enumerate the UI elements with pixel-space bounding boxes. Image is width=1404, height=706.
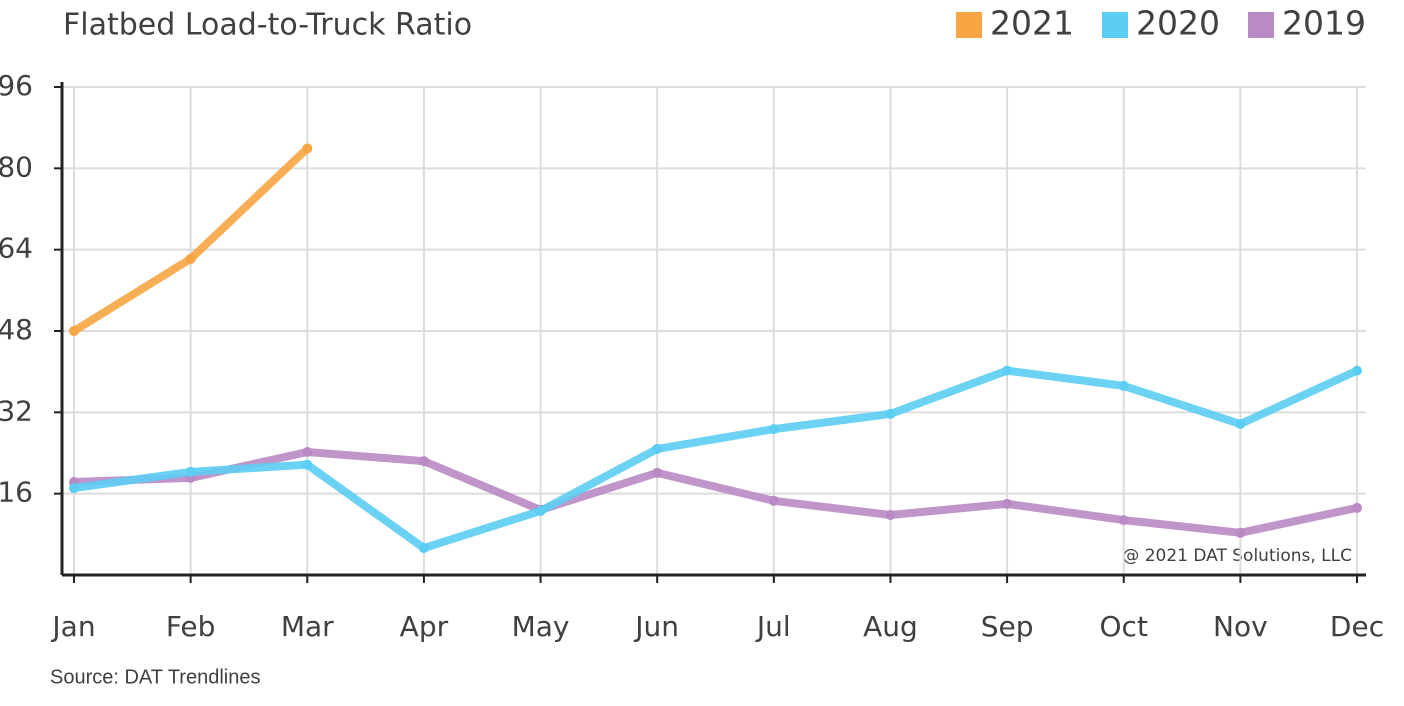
series-point xyxy=(1118,515,1129,526)
legend-label: 2021 xyxy=(990,4,1074,43)
x-tick-label: Jul xyxy=(755,610,791,643)
legend-label: 2019 xyxy=(1282,4,1366,43)
series-point xyxy=(768,495,779,506)
series-point xyxy=(1235,419,1246,430)
y-tick-label: 48 xyxy=(0,313,33,346)
series-point xyxy=(302,446,313,457)
x-tick-label: Mar xyxy=(281,610,334,643)
annotation: @ 2021 DAT Solutions, LLC xyxy=(1122,546,1352,566)
series-point xyxy=(768,424,779,435)
series-point xyxy=(302,143,313,154)
series-point xyxy=(418,543,429,554)
x-tick-label: Feb xyxy=(166,610,216,643)
series-line xyxy=(70,447,1361,537)
series-point xyxy=(69,326,79,336)
series-point xyxy=(1352,502,1362,513)
x-tick-label: Jun xyxy=(633,610,679,643)
x-tick-label: May xyxy=(512,610,570,643)
series-point xyxy=(1118,380,1129,391)
legend-label: 2020 xyxy=(1136,4,1220,43)
series-point xyxy=(652,467,663,478)
y-tick-label: 64 xyxy=(0,232,33,265)
y-tick-label: 32 xyxy=(0,394,33,427)
series-point xyxy=(1002,365,1013,376)
source: Source: DAT Trendlines xyxy=(50,666,260,688)
x-tick-label: Oct xyxy=(1100,610,1148,643)
series-point xyxy=(69,483,79,494)
series-point xyxy=(418,456,429,467)
x-tick-label: Sep xyxy=(981,610,1034,643)
series-point xyxy=(885,510,896,521)
series-point xyxy=(1235,527,1246,538)
y-tick-label: 80 xyxy=(0,150,33,183)
x-tick-label: Jan xyxy=(50,610,95,643)
x-tick-label: Apr xyxy=(400,610,449,643)
series-point xyxy=(885,408,896,419)
y-tick-label: 96 xyxy=(0,69,33,102)
series-point xyxy=(185,253,196,264)
series-point xyxy=(652,443,663,454)
legend-swatch xyxy=(1102,12,1129,38)
series-point xyxy=(1002,498,1013,509)
series-point xyxy=(302,459,313,470)
x-tick-label: Dec xyxy=(1330,610,1384,643)
y-tick-label: 16 xyxy=(0,476,33,509)
x-tick-label: Nov xyxy=(1213,610,1268,643)
series-point xyxy=(1352,365,1362,376)
legend-swatch xyxy=(956,12,983,38)
series-point xyxy=(185,466,196,477)
series-point xyxy=(535,505,546,516)
legend-swatch xyxy=(1248,12,1275,38)
x-tick-label: Aug xyxy=(863,610,918,643)
series-line xyxy=(70,366,1361,553)
chart-title: Flatbed Load-to-Truck Ratio xyxy=(63,8,472,43)
